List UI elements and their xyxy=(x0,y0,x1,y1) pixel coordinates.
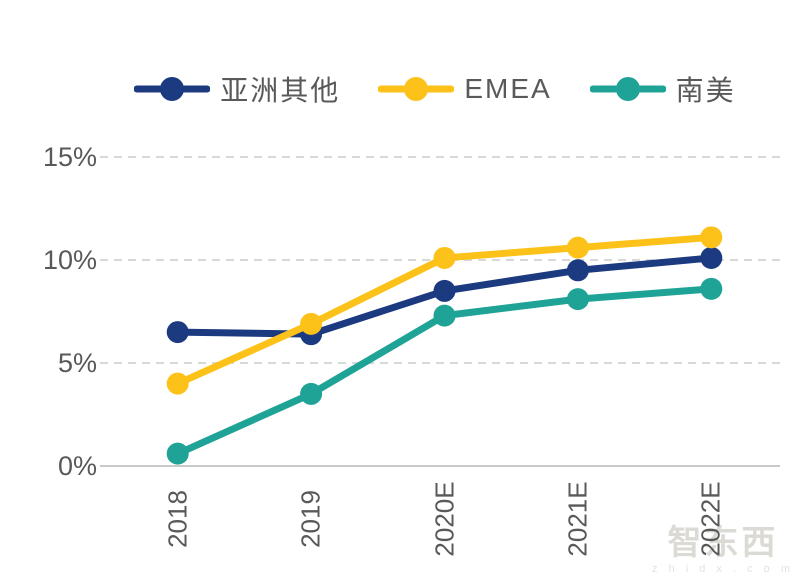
x-tick-label: 2020E xyxy=(429,481,459,557)
legend-marker-icon xyxy=(589,77,666,101)
data-point xyxy=(566,259,589,282)
legend-item-0: 亚洲其他 xyxy=(134,69,340,109)
y-tick-label: 15% xyxy=(42,142,97,172)
x-tick-label: 2022E xyxy=(695,481,726,557)
x-tick-label: 2018 xyxy=(162,490,193,548)
data-point xyxy=(700,226,723,249)
data-point xyxy=(566,236,589,259)
y-tick-label: 10% xyxy=(42,245,97,275)
x-tick-label: 2021E xyxy=(562,481,593,557)
x-tick-label: 2019 xyxy=(295,490,326,548)
data-point xyxy=(300,312,323,335)
legend-marker-icon xyxy=(378,77,455,101)
legend-label: EMEA xyxy=(464,73,552,104)
legend-label: 亚洲其他 xyxy=(220,75,341,106)
data-point xyxy=(433,246,456,269)
legend-marker-icon xyxy=(134,77,211,101)
data-point xyxy=(700,246,723,269)
data-point xyxy=(166,372,189,395)
y-tick-label: 5% xyxy=(57,348,97,378)
data-point xyxy=(433,304,456,327)
data-point xyxy=(433,279,456,302)
y-tick-label: 0% xyxy=(57,451,97,481)
data-point xyxy=(700,277,723,300)
data-point xyxy=(300,382,323,405)
data-point xyxy=(166,442,189,465)
data-point xyxy=(166,321,189,344)
legend-item-1: EMEA xyxy=(378,73,551,105)
legend-label: 南美 xyxy=(675,75,736,106)
data-point xyxy=(566,288,589,311)
legend-item-2: 南美 xyxy=(589,69,736,109)
chart-legend: 亚洲其他 EMEA 南美 xyxy=(0,68,800,110)
